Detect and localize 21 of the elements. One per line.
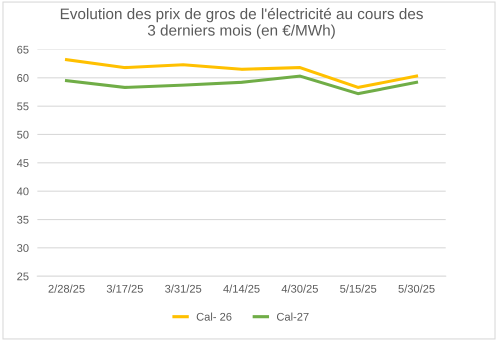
- x-tick-label: 3/31/25: [165, 284, 202, 293]
- x-tick-label: 5/30/25: [398, 284, 435, 293]
- y-tick-label: 30: [17, 244, 29, 252]
- y-tick-label: 35: [17, 216, 29, 224]
- legend-label: Cal-27: [276, 312, 309, 321]
- legend-label: Cal- 26: [196, 312, 232, 321]
- y-tick-label: 65: [17, 46, 29, 54]
- x-tick-label: 2/28/25: [48, 284, 85, 293]
- y-tick-label: 25: [17, 272, 29, 280]
- x-tick-label: 3/17/25: [106, 284, 143, 293]
- x-tick-label: 4/30/25: [282, 284, 318, 293]
- y-tick-label: 45: [16, 159, 29, 167]
- line-series: [64, 74, 418, 96]
- y-tick-label: 60: [17, 74, 29, 82]
- y-tick-label: 50: [17, 130, 29, 139]
- line-series: [64, 58, 418, 89]
- x-tick-label: 4/14/25: [223, 284, 260, 293]
- y-tick-label: 55: [17, 102, 29, 110]
- chart-title: Evolution des prix de gros de l'électricité au cours des 3 derniers mois (en €/MWh): [60, 8, 423, 39]
- y-tick-label: 40: [16, 187, 29, 196]
- x-tick-label: 5/15/25: [340, 284, 376, 293]
